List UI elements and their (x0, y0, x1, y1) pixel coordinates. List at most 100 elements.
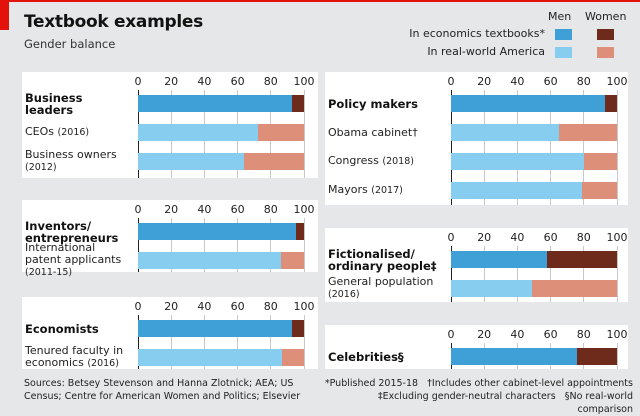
accent-tab (0, 0, 9, 30)
row-label-text: Business leaders (25, 90, 83, 117)
axis-line (137, 218, 139, 272)
x-tick-label: 40 (510, 328, 525, 341)
legend-swatch-textbook-men (555, 29, 572, 40)
bar-women (582, 182, 617, 199)
x-tick-label: 80 (263, 300, 278, 313)
footnotes: *Published 2015-18 †Includes other cabin… (323, 377, 633, 416)
gridline (303, 315, 305, 369)
x-tick-label: 20 (477, 328, 492, 341)
chart-title: Textbook examples (24, 12, 203, 32)
bar-men (138, 223, 296, 240)
x-tick-label: 100 (293, 300, 315, 313)
row-label: Obama cabinet† (328, 125, 446, 139)
row-label-year: (2012) (25, 162, 57, 173)
row-label-text: International patent applicants (25, 241, 122, 266)
gridline (270, 315, 272, 369)
group-label: Inventors/ entrepreneurs (25, 220, 133, 244)
x-tick-label: 100 (606, 231, 628, 244)
group-label: Celebrities§ (328, 351, 446, 363)
x-tick-label: 20 (164, 300, 179, 313)
gridline (237, 315, 239, 369)
row-label-text: CEOs (25, 125, 55, 138)
row-label-text: Celebrities§ (328, 349, 404, 364)
row-label-text: Policy makers (328, 96, 418, 111)
bar-men (451, 153, 584, 170)
gridline (583, 90, 585, 205)
bar-women (583, 153, 617, 170)
row-label-text: Fictionalised/ ordinary people‡ (328, 246, 437, 273)
bar-women (257, 124, 304, 141)
bar-men (451, 182, 583, 199)
bar-women (295, 223, 304, 240)
row-label: Mayors (2017) (328, 184, 446, 197)
bar-women (558, 124, 617, 141)
gridline (203, 315, 205, 369)
gridline (483, 90, 485, 205)
x-tick-label: 20 (477, 231, 492, 244)
gridline (237, 218, 239, 272)
row-label-year: (2017) (371, 185, 403, 196)
bar-men (138, 124, 258, 141)
row-label: CEOs (2016) (25, 126, 133, 139)
legend-women-header: Women (585, 10, 627, 23)
row-label: Tenured faculty in economics (2016) (25, 345, 133, 370)
row-label-text: Obama cabinet† (328, 125, 418, 139)
x-tick-label: 40 (197, 300, 212, 313)
x-tick-label: 0 (134, 203, 142, 216)
x-tick-label: 60 (230, 203, 245, 216)
footnote-no-comparison: §No real-world comparison (564, 391, 633, 415)
gridline (303, 218, 305, 272)
bar-men (138, 349, 283, 366)
bar-men (451, 348, 578, 365)
row-label-text: Inventors/ entrepreneurs (25, 218, 119, 245)
x-tick-label: 60 (230, 300, 245, 313)
bar-women (282, 349, 304, 366)
bar-men (138, 252, 281, 269)
row-label-year: (2016) (328, 289, 360, 300)
row-label-year: (2016) (87, 358, 119, 369)
row-label-year: (2018) (382, 156, 414, 167)
bar-men (138, 95, 293, 112)
gridline (170, 218, 172, 272)
footnote-gender-neutral: ‡Excluding gender-neutral characters (377, 391, 556, 402)
x-tick-label: 0 (447, 328, 455, 341)
group-label: Policy makers (328, 98, 446, 110)
group-label: Fictionalised/ ordinary people‡ (328, 248, 446, 272)
bar-men (451, 280, 533, 297)
x-tick-label: 0 (447, 75, 455, 88)
axis-line (450, 90, 452, 205)
x-tick-label: 60 (543, 328, 558, 341)
gridline (616, 246, 618, 302)
legend-textbooks-label: In economics textbooks* (409, 27, 545, 40)
bar-men (138, 153, 245, 170)
legend-men-header: Men (548, 10, 572, 23)
legend-swatch-real-women (597, 47, 614, 58)
legend-real-world-label: In real-world America (427, 45, 545, 58)
x-tick-label: 20 (164, 203, 179, 216)
gridline (616, 343, 618, 369)
x-tick-label: 60 (543, 75, 558, 88)
row-label-text: Mayors (328, 183, 368, 196)
bar-women (547, 251, 617, 268)
legend-swatch-textbook-women (597, 29, 614, 40)
x-tick-label: 20 (164, 75, 179, 88)
row-label-text: Tenured faculty in economics (25, 344, 124, 369)
gridline (550, 90, 552, 205)
bar-women (532, 280, 617, 297)
axis-line (450, 246, 452, 302)
accent-line (0, 0, 640, 2)
bar-men (451, 95, 606, 112)
sources-note: Sources: Betsey Stevenson and Hanna Zlot… (24, 378, 301, 402)
gridline (550, 246, 552, 302)
chart-subtitle: Gender balance (24, 37, 116, 51)
row-label-year: (2016) (57, 127, 90, 138)
bar-women (280, 252, 304, 269)
group-label: Business leaders (25, 92, 133, 116)
x-tick-label: 100 (293, 75, 315, 88)
gridline (583, 246, 585, 302)
x-tick-label: 40 (197, 75, 212, 88)
bar-women (292, 320, 304, 337)
x-tick-label: 40 (510, 75, 525, 88)
gridline (516, 246, 518, 302)
row-label-text: General population (328, 275, 434, 288)
